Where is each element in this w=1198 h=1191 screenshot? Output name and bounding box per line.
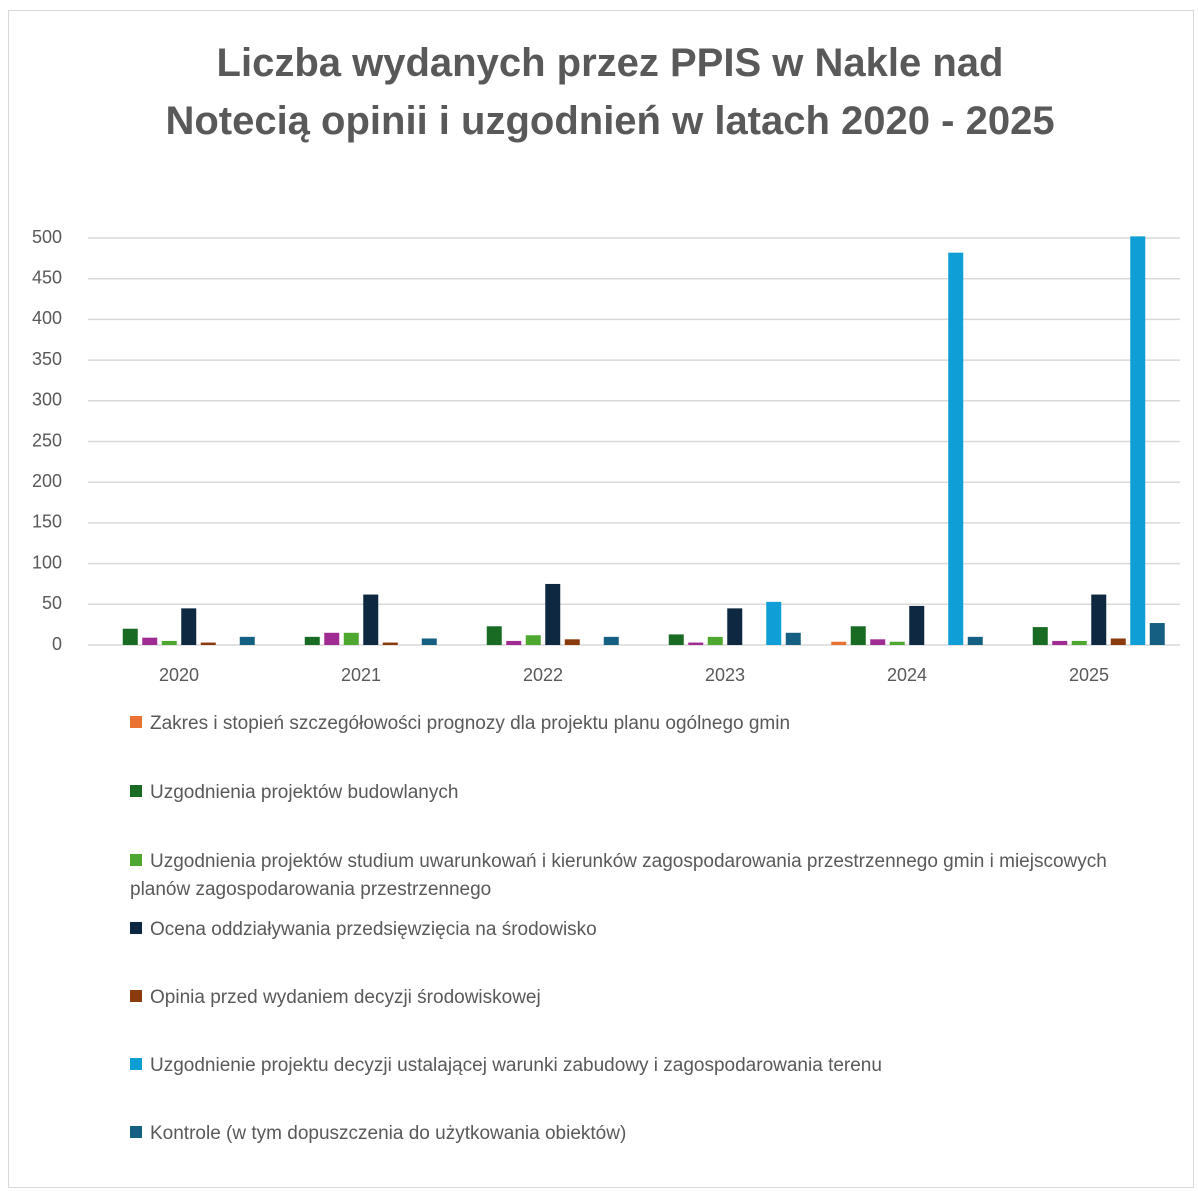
bar: [363, 594, 379, 645]
bar: [122, 628, 138, 645]
legend-label: Ocena oddziaływania przedsięwzięcia na ś…: [150, 919, 597, 940]
legend-swatch: [130, 922, 142, 934]
y-tick-label: 100: [32, 552, 62, 572]
legend-swatch: [130, 1058, 142, 1070]
bar: [486, 626, 502, 645]
y-tick-label: 300: [32, 390, 62, 410]
bar: [870, 639, 886, 645]
x-tick-label: 2021: [341, 665, 381, 685]
chart-title: Liczba wydanych przez PPIS w Nakle nad N…: [165, 41, 1055, 143]
legend-item: Zakres i stopień szczegółowości prognozy…: [130, 710, 1130, 738]
legend-swatch: [130, 716, 142, 728]
legend-label: Uzgodnienia projektów studium uwarunkowa…: [130, 851, 1107, 900]
x-tick-label: 2022: [523, 665, 563, 685]
bar: [525, 635, 541, 645]
bar: [1032, 627, 1048, 645]
bar: [343, 632, 359, 645]
legend-swatch: [130, 854, 142, 866]
bar: [1052, 640, 1068, 645]
bar: [727, 608, 743, 645]
y-tick-label: 150: [32, 512, 62, 532]
legend-label: Kontrole (w tym dopuszczenia do użytkowa…: [150, 1123, 627, 1144]
bar: [1149, 623, 1165, 645]
legend-label: Uzgodnienia projektów budowlanych: [150, 782, 459, 803]
y-tick-label: 350: [32, 349, 62, 369]
chart-frame: [8, 10, 1194, 1188]
bar: [421, 638, 437, 645]
legend-item: Opinia przed wydaniem decyzji środowisko…: [130, 984, 1130, 1012]
bar: [324, 632, 340, 645]
y-tick-label: 200: [32, 471, 62, 491]
legend-swatch: [130, 1126, 142, 1138]
bar: [967, 636, 983, 645]
x-tick-label: 2020: [159, 665, 199, 685]
y-tick-label: 0: [52, 634, 62, 654]
bar: [889, 641, 905, 645]
x-tick-label: 2025: [1069, 665, 1109, 685]
bar: [142, 637, 158, 645]
x-tick-label: 2023: [705, 665, 745, 685]
bar: [564, 639, 580, 645]
bar: [1130, 236, 1146, 645]
bar: [688, 642, 704, 645]
y-tick-label: 50: [42, 593, 62, 613]
y-tick-label: 450: [32, 267, 62, 287]
legend-item: Uzgodnienia projektów studium uwarunkowa…: [130, 848, 1130, 904]
bar: [785, 632, 801, 645]
bar: [766, 601, 782, 645]
legend-swatch: [130, 990, 142, 1002]
bar: [1071, 640, 1087, 645]
bar: [382, 642, 398, 645]
x-tick-label: 2024: [887, 665, 927, 685]
bar: [668, 634, 684, 645]
bar: [200, 642, 216, 645]
legend-item: Uzgodnienie projektu decyzji ustalającej…: [130, 1052, 1130, 1080]
bar: [850, 626, 866, 645]
y-tick-label: 500: [32, 227, 62, 247]
bar: [304, 636, 320, 645]
bar: [506, 640, 522, 645]
legend-label: Opinia przed wydaniem decyzji środowisko…: [150, 987, 541, 1008]
bar: [1110, 638, 1126, 645]
bar: [1091, 594, 1107, 645]
plot: 0 50 100 150 200 250 300 350 400 450 500 2020 2021 20…: [32, 227, 1180, 685]
bar: [909, 605, 925, 645]
bar: [161, 640, 177, 645]
legend-item: Uzgodnienia projektów budowlanych: [130, 779, 1130, 807]
y-tick-label: 400: [32, 308, 62, 328]
legend-label: Zakres i stopień szczegółowości prognozy…: [150, 713, 791, 734]
y-tick-label: 250: [32, 430, 62, 450]
legend-swatch: [130, 785, 142, 797]
bar: [831, 641, 847, 645]
bar: [707, 636, 723, 645]
bar: [948, 252, 964, 646]
legend-label: Uzgodnienie projektu decyzji ustalającej…: [150, 1055, 882, 1076]
bar: [545, 583, 561, 645]
bar: [603, 636, 619, 645]
legend-item: Ocena oddziaływania przedsięwzięcia na ś…: [130, 916, 1130, 944]
bar: [239, 636, 255, 645]
bar: [181, 608, 197, 645]
legend-item: Kontrole (w tym dopuszczenia do użytkowa…: [130, 1120, 1130, 1148]
